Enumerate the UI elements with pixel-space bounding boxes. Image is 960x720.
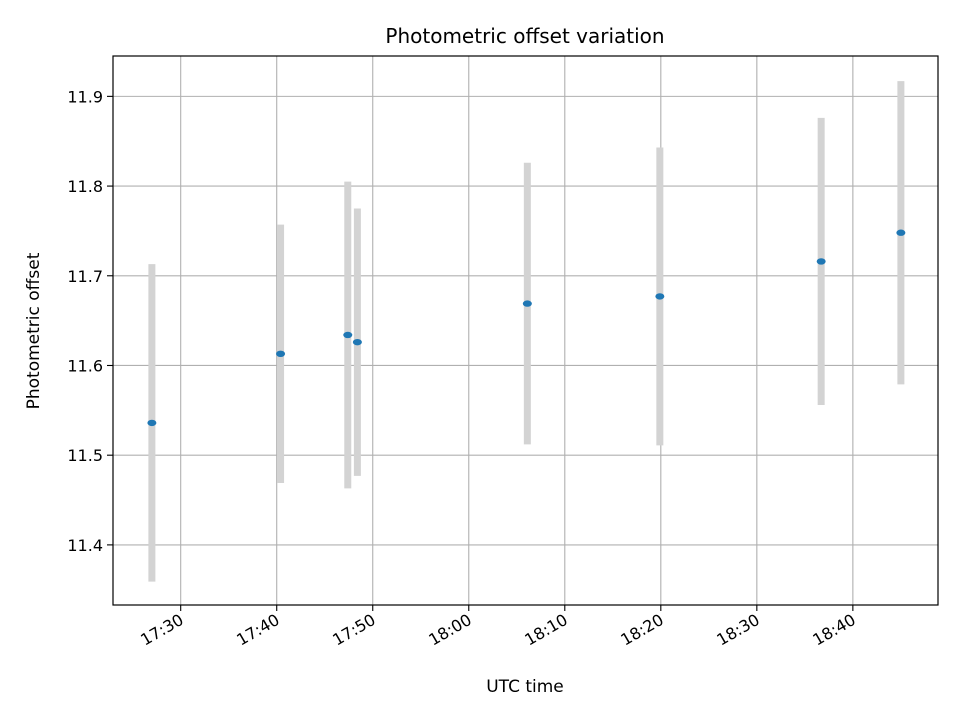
y-tick-label: 11.4 <box>67 536 103 555</box>
y-tick-label: 11.6 <box>67 356 103 375</box>
data-point <box>896 229 906 236</box>
y-axis-label: Photometric offset <box>24 252 44 409</box>
chart-title: Photometric offset variation <box>385 24 664 48</box>
data-point <box>816 258 826 265</box>
data-point <box>655 293 665 300</box>
data-point <box>352 338 362 346</box>
x-axis-label: UTC time <box>486 677 564 697</box>
data-point <box>276 350 286 358</box>
y-tick-label: 11.7 <box>67 267 103 286</box>
data-point <box>343 331 353 339</box>
plot-frame <box>112 55 939 606</box>
data-point <box>147 419 157 427</box>
y-tick-label: 11.9 <box>67 87 103 106</box>
y-tick-label: 11.5 <box>67 446 103 465</box>
y-axis-ticks: 11.4 11.5 11.6 11.7 11.8 11.9 <box>67 87 113 555</box>
data-point <box>522 300 532 307</box>
y-tick-label: 11.8 <box>67 177 103 196</box>
data-points <box>147 229 906 427</box>
